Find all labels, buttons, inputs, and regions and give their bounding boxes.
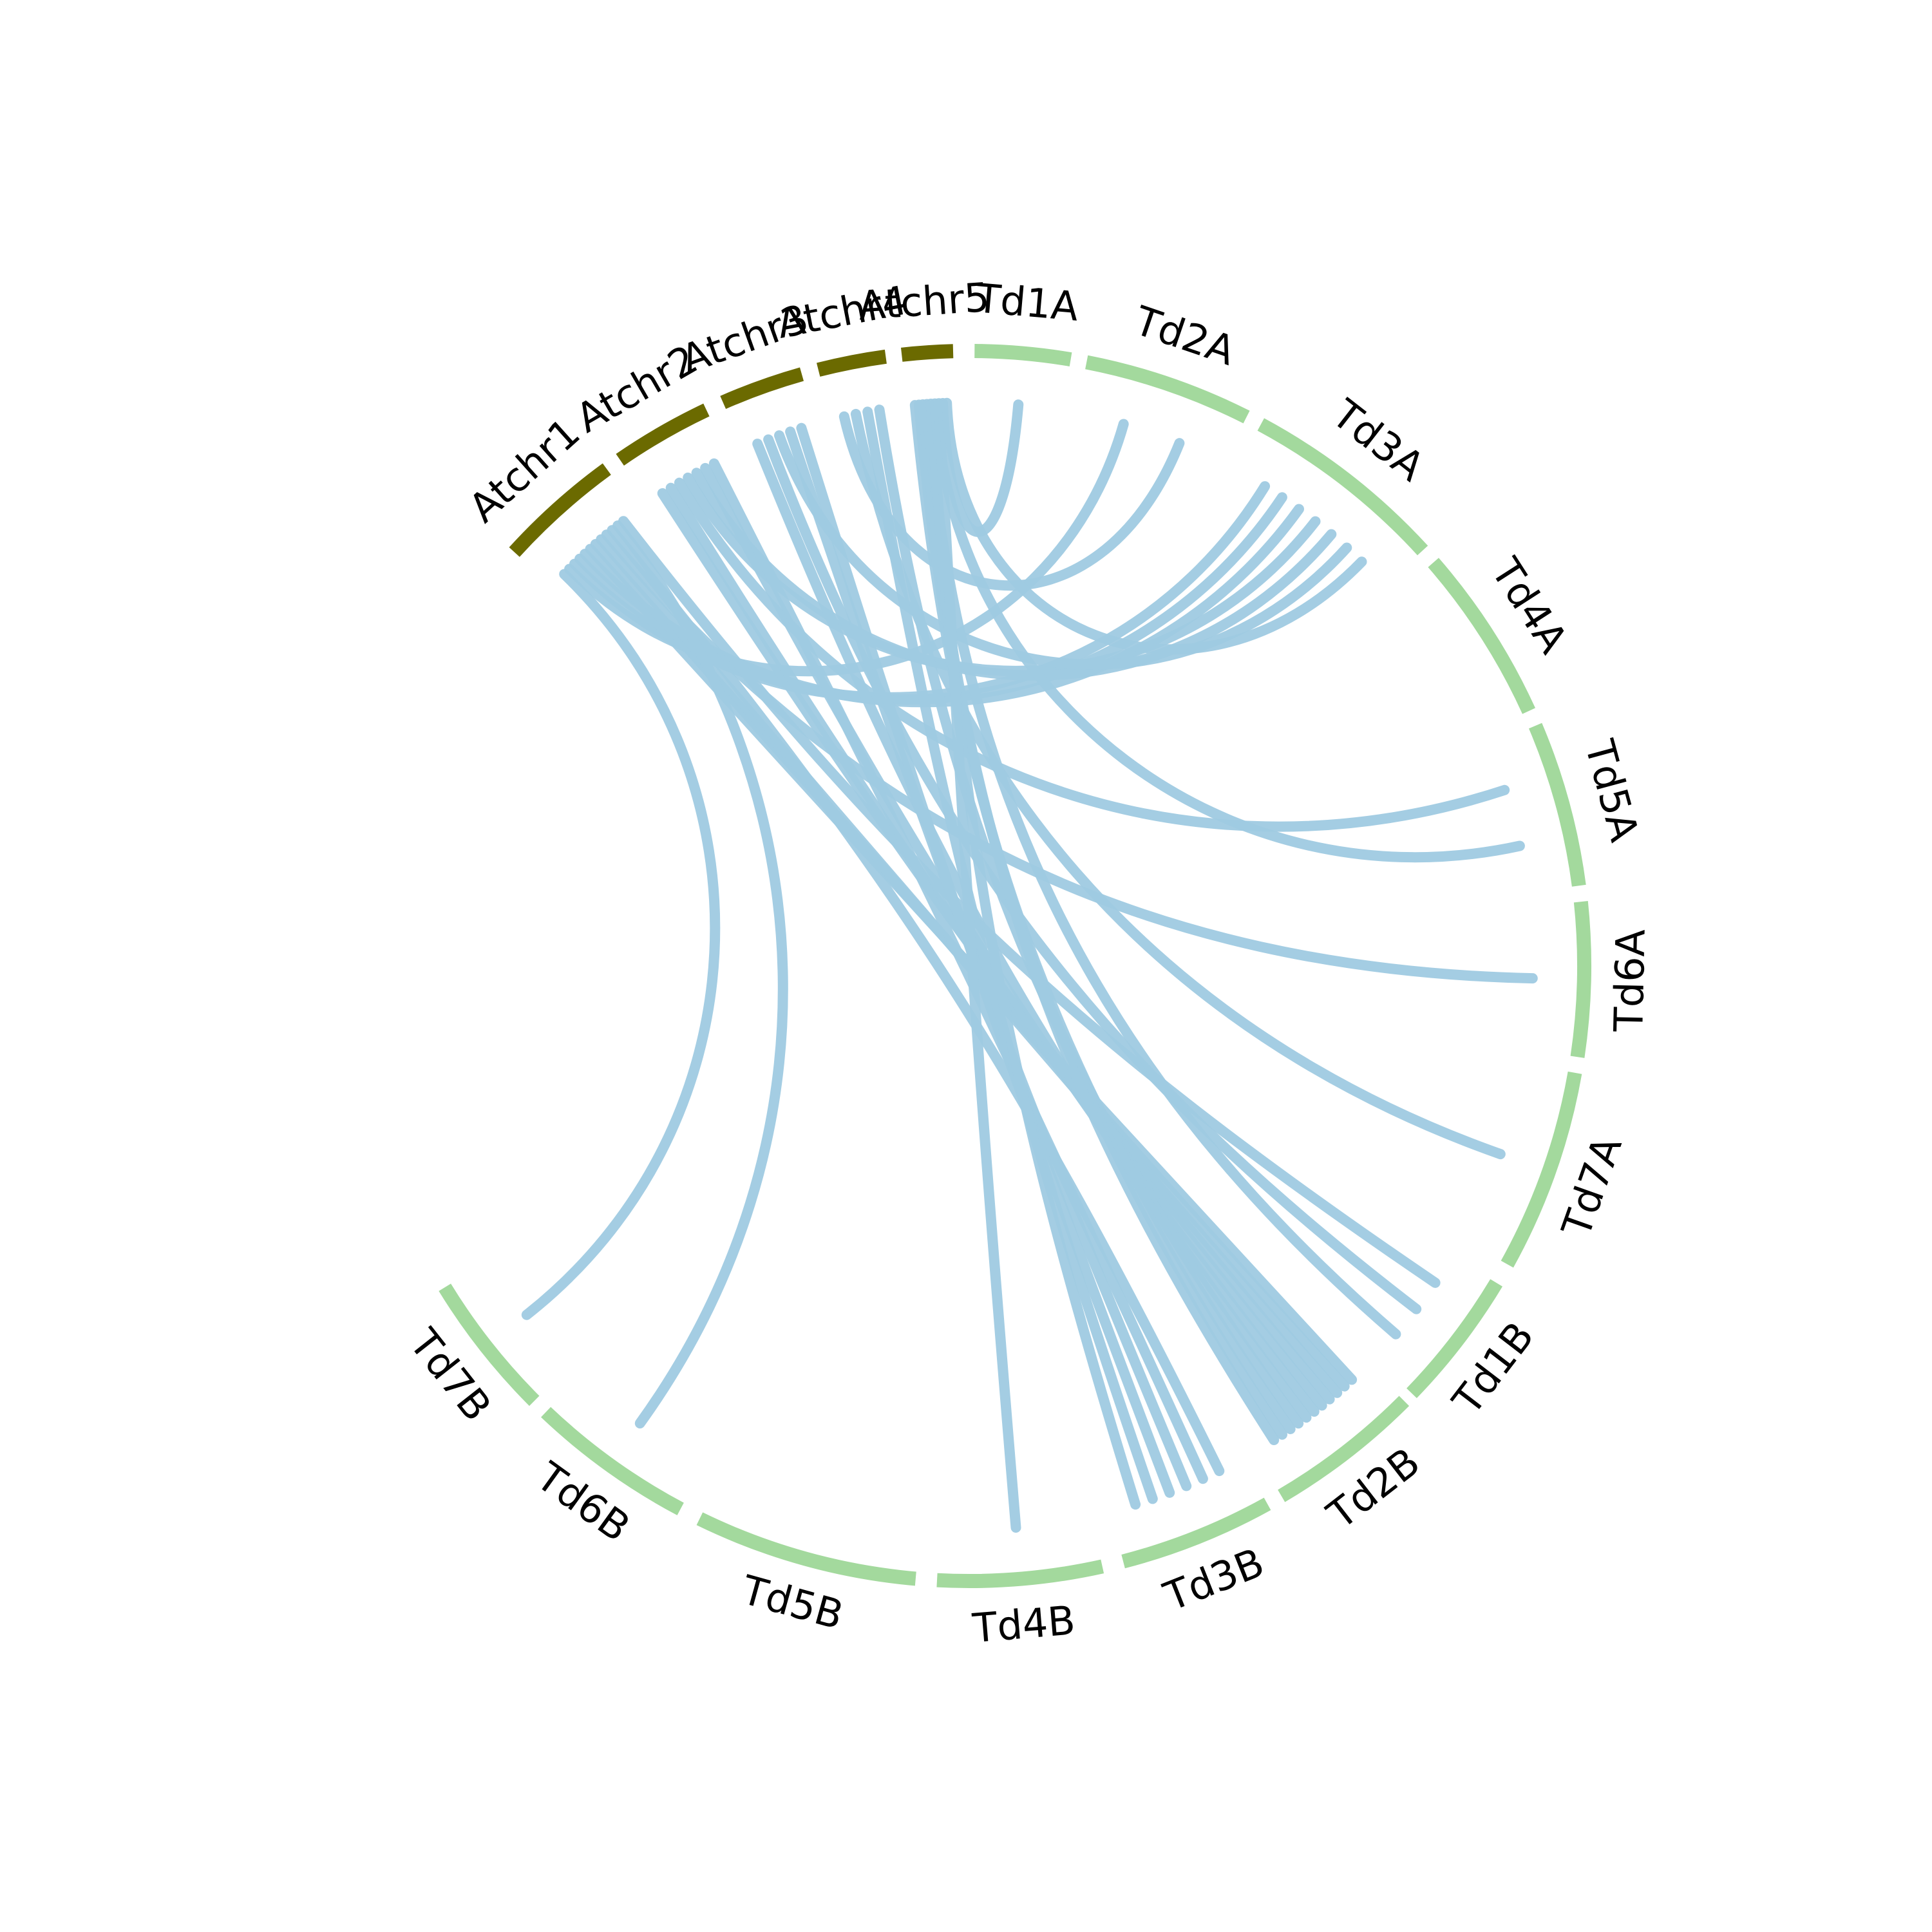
chromosome-segment-td4a: [1428, 558, 1536, 714]
synteny-link-atchr5-td3a: [942, 397, 1367, 655]
chromosome-label-td1a: Td1A: [974, 274, 1081, 330]
chromosome-ideogram-ring: [439, 344, 1592, 1589]
synteny-link-atchr1-td7b: [521, 569, 721, 1320]
chromosome-label-atchr5: Atchr5: [857, 274, 990, 330]
chromosome-segment-atchr5: [900, 344, 954, 362]
chromosome-segment-td1a: [974, 344, 1072, 366]
links-layer: [521, 397, 1538, 1533]
synteny-link-atchr1-td6b: [612, 520, 788, 1429]
synteny-link-atchr4-td3b: [862, 406, 1158, 1504]
chromosome-segment-td6b: [541, 1406, 684, 1515]
chromosome-segment-td5a: [1528, 723, 1586, 887]
chromosome-segment-td4b: [936, 1559, 1104, 1589]
chromosome-label-td5a: Td5A: [1576, 735, 1648, 847]
chromosome-segment-td2b: [1278, 1396, 1410, 1502]
synteny-link-atchr2-td5a: [674, 477, 1510, 832]
chromosome-segment-atchr4: [816, 349, 887, 377]
chromosome-segment-atchr3: [720, 367, 804, 409]
synteny-link-atchr1-td1b: [618, 516, 1441, 1288]
chromosome-segment-td3b: [1121, 1497, 1271, 1569]
chromosome-segment-td2a: [1085, 355, 1250, 424]
chromosome-segment-atchr2: [616, 403, 710, 466]
chromosome-segment-td7a: [1501, 1071, 1582, 1268]
chromosome-segment-td3a: [1257, 418, 1428, 556]
synteny-link-atchr1-td3b: [607, 525, 1225, 1477]
synteny-link-atchr5-td5a: [929, 398, 1525, 863]
chromosome-segment-td1b: [1406, 1279, 1503, 1399]
synteny-link-atchr2-td3b: [708, 458, 1208, 1484]
chromosome-segment-td7b: [439, 1283, 540, 1406]
chromosome-label-td4b: Td4B: [971, 1596, 1077, 1652]
chromosome-label-td5b: Td5B: [736, 1566, 848, 1639]
chromosome-segment-td6a: [1570, 901, 1592, 1058]
chromosome-label-td6a: Td6A: [1605, 929, 1654, 1033]
synteny-link-atchr1-td6a: [601, 529, 1538, 984]
chromosome-label-td2a: Td2A: [1128, 297, 1241, 375]
chromosome-segment-atchr1: [509, 463, 611, 557]
chromosome-segment-td5b: [696, 1512, 916, 1586]
synteny-link-atchr5-td4b: [933, 398, 1021, 1533]
chromosome-label-atchr1: Atchr1: [460, 409, 589, 532]
